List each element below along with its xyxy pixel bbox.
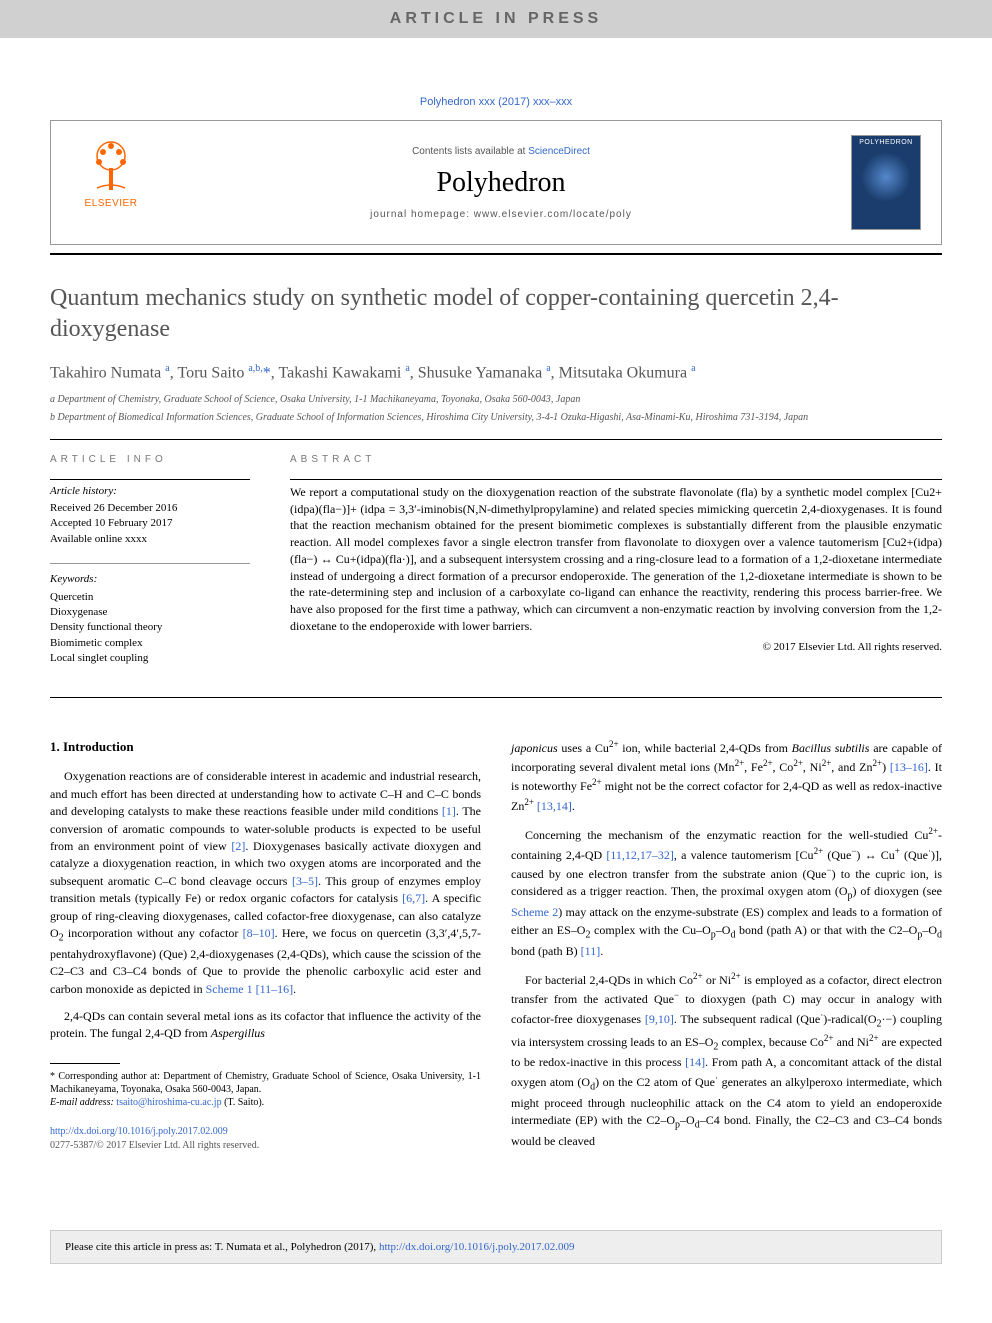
keyword-4: Local singlet coupling: [50, 652, 148, 664]
cover-title: POLYHEDRON: [852, 136, 920, 149]
journal-header-box: ELSEVIER Contents lists available at Sci…: [50, 120, 942, 245]
body-p5: For bacterial 2,4-QDs in which Co2+ or N…: [511, 970, 942, 1151]
online-date: Available online xxxx: [50, 533, 147, 545]
divider-header: [50, 253, 942, 255]
footer-cite-text: Please cite this article in press as: T.…: [65, 1241, 379, 1253]
contents-label: Contents lists available at: [412, 146, 528, 157]
abstract-divider: [290, 479, 942, 480]
email-person: (T. Saito).: [222, 1097, 265, 1108]
footer-cite-link[interactable]: http://dx.doi.org/10.1016/j.poly.2017.02…: [379, 1241, 575, 1253]
info-divider-2: [50, 563, 250, 564]
keyword-2: Density functional theory: [50, 621, 162, 633]
received-date: Received 26 December 2016: [50, 502, 177, 514]
elsevier-label: ELSEVIER: [85, 198, 138, 209]
issn-copyright: 0277-5387/© 2017 Elsevier Ltd. All right…: [50, 1139, 481, 1154]
keyword-1: Dioxygenase: [50, 606, 107, 618]
elsevier-tree-icon: [83, 138, 139, 194]
sciencedirect-link[interactable]: ScienceDirect: [528, 146, 590, 157]
body-p1: Oxygenation reactions are of considerabl…: [50, 768, 481, 998]
body-columns: 1. Introduction Oxygenation reactions ar…: [50, 738, 942, 1161]
info-divider-1: [50, 479, 250, 480]
footer-citation-box: Please cite this article in press as: T.…: [50, 1230, 942, 1264]
affiliation-b: b Department of Biomedical Information S…: [50, 411, 942, 425]
footnote-divider: [50, 1063, 120, 1064]
page-container: Polyhedron xxx (2017) xxx–xxx ELSEVIER C…: [0, 38, 992, 1200]
author-list: Takahiro Numata a, Toru Saito a,b,*, Tak…: [50, 363, 942, 382]
divider-post-abstract: [50, 697, 942, 698]
body-p2: 2,4-QDs can contain several metal ions a…: [50, 1008, 481, 1043]
abstract-heading: abstract: [290, 454, 942, 465]
article-info-column: article info Article history: Received 2…: [50, 454, 250, 683]
cover-image: [861, 152, 911, 202]
accepted-date: Accepted 10 February 2017: [50, 517, 173, 529]
keyword-0: Quercetin: [50, 591, 93, 603]
body-column-left: 1. Introduction Oxygenation reactions ar…: [50, 738, 481, 1161]
history-label: Article history:: [50, 484, 250, 499]
info-abstract-row: article info Article history: Received 2…: [50, 454, 942, 683]
header-center: Contents lists available at ScienceDirec…: [151, 146, 851, 220]
homepage-line: journal homepage: www.elsevier.com/locat…: [151, 209, 851, 220]
body-p3: japonicus uses a Cu2+ ion, while bacteri…: [511, 738, 942, 816]
homepage-label: journal homepage:: [370, 209, 474, 220]
email-footnote: E-mail address: tsaito@hiroshima-cu.ac.j…: [50, 1096, 481, 1109]
top-citation: Polyhedron xxx (2017) xxx–xxx: [50, 96, 942, 108]
doi-link[interactable]: http://dx.doi.org/10.1016/j.poly.2017.02…: [50, 1125, 481, 1140]
affiliation-a: a Department of Chemistry, Graduate Scho…: [50, 393, 942, 407]
article-in-press-banner: ARTICLE IN PRESS: [0, 0, 992, 38]
journal-cover-thumbnail[interactable]: POLYHEDRON: [851, 135, 921, 230]
keywords-label: Keywords:: [50, 572, 250, 587]
info-heading: article info: [50, 454, 250, 465]
article-title: Quantum mechanics study on synthetic mod…: [50, 283, 942, 345]
keyword-3: Biomimetic complex: [50, 637, 143, 649]
intro-heading: 1. Introduction: [50, 738, 481, 757]
body-p4: Concerning the mechanism of the enzymati…: [511, 825, 942, 960]
elsevier-logo[interactable]: ELSEVIER: [71, 138, 151, 228]
abstract-copyright: © 2017 Elsevier Ltd. All rights reserved…: [290, 641, 942, 653]
abstract-text: We report a computational study on the d…: [290, 484, 942, 635]
keywords-block: Keywords: Quercetin Dioxygenase Density …: [50, 572, 250, 666]
email-label: E-mail address:: [50, 1097, 116, 1108]
journal-name: Polyhedron: [151, 167, 851, 199]
contents-line: Contents lists available at ScienceDirec…: [151, 146, 851, 157]
homepage-url[interactable]: www.elsevier.com/locate/poly: [474, 209, 632, 220]
abstract-column: abstract We report a computational study…: [290, 454, 942, 683]
body-column-right: japonicus uses a Cu2+ ion, while bacteri…: [511, 738, 942, 1161]
divider-pre-abstract: [50, 439, 942, 440]
corresponding-footnote: * Corresponding author at: Department of…: [50, 1070, 481, 1096]
article-history: Article history: Received 26 December 20…: [50, 484, 250, 548]
author-email-link[interactable]: tsaito@hiroshima-cu.ac.jp: [116, 1097, 221, 1108]
